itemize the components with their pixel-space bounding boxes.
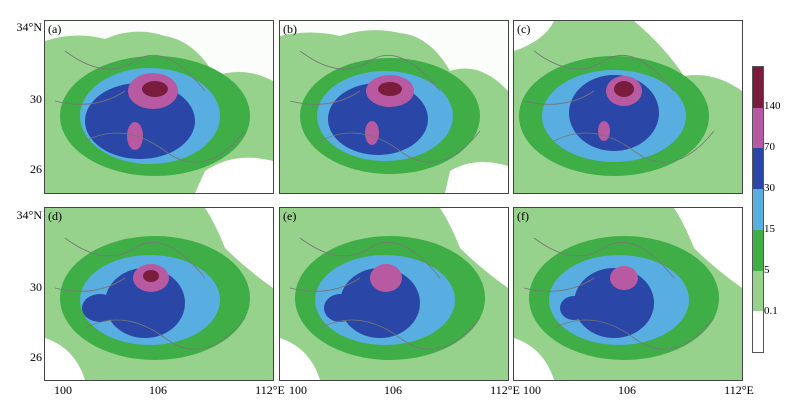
y-tick-label: 26 [30, 162, 42, 176]
map-panel-b: (b) [279, 20, 509, 194]
map-panel-a: (a) [44, 20, 274, 194]
panel-label: (c) [517, 22, 531, 36]
panel-label: (f) [517, 209, 529, 223]
rainfall-map [280, 21, 508, 193]
map-panel-c: (c) [513, 20, 743, 194]
rainfall-map [514, 21, 742, 193]
panel-label: (d) [48, 209, 62, 223]
panel-label: (b) [283, 22, 297, 36]
y-tick-label: 34°N [16, 20, 42, 34]
colorbar-segment [753, 148, 763, 190]
colorbar-label: 5 [764, 264, 770, 276]
rainfall-map [514, 208, 742, 380]
rainfall-map [45, 21, 273, 193]
colorbar-segment [753, 67, 763, 108]
x-tick-label: 100 [523, 383, 541, 397]
colorbar-label: 140 [764, 100, 781, 112]
x-tick-label: 112°E [255, 383, 285, 397]
map-panel-d: (d) [44, 207, 274, 381]
map-panel-f: (f) [513, 207, 743, 381]
colorbar-segment [753, 107, 763, 149]
colorbar-label: 30 [764, 182, 775, 194]
y-tick-label: 30 [30, 92, 42, 106]
x-tick-label: 106 [384, 383, 402, 397]
x-tick-label: 106 [149, 383, 167, 397]
colorbar-segment [753, 189, 763, 230]
panel-label: (e) [283, 209, 297, 223]
x-tick-label: 100 [289, 383, 307, 397]
x-tick-label: 100 [54, 383, 72, 397]
map-panel-e: (e) [279, 207, 509, 381]
colorbar-segment [753, 270, 763, 312]
colorbar-label: 0.1 [764, 305, 778, 317]
y-tick-label: 34°N [16, 208, 42, 222]
x-tick-label: 112°E [490, 383, 520, 397]
rainfall-map [45, 208, 273, 380]
panel-label: (a) [48, 22, 62, 36]
colorbar [752, 66, 764, 353]
colorbar-segment [753, 229, 763, 271]
colorbar-label: 15 [764, 223, 775, 235]
colorbar-label: 70 [764, 141, 775, 153]
y-tick-label: 30 [30, 280, 42, 294]
y-tick-label: 26 [30, 350, 42, 364]
colorbar-segment [753, 311, 763, 352]
x-tick-label: 106 [618, 383, 636, 397]
x-tick-label: 112°E [724, 383, 754, 397]
rainfall-map [280, 208, 508, 380]
